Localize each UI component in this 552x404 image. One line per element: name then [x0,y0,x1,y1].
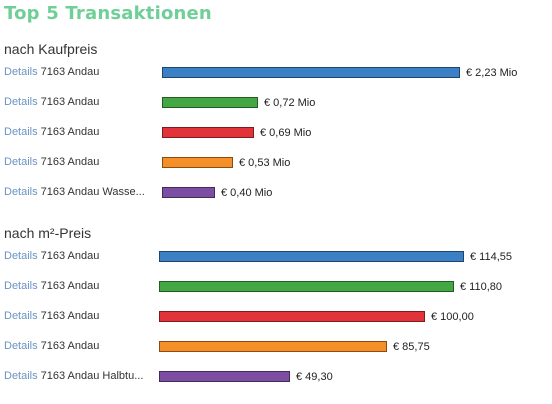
category-label: 7163 Andau [40,310,100,322]
row-label-kaufpreis-2: Details 7163 Andau [4,96,99,108]
details-link[interactable]: Details [4,310,38,322]
bar-value-label: € 0,40 Mio [221,187,273,199]
bar-m2-preis-2 [159,281,454,292]
bar-value-label: € 2,23 Mio [466,67,518,79]
bar-m2-preis-5 [159,371,290,382]
details-link[interactable]: Details [4,126,38,138]
category-label: 7163 Andau [40,96,100,108]
bar-value-label: € 49,30 [296,371,333,383]
category-label: 7163 Andau Halbtu... [40,370,144,382]
category-label: 7163 Andau [40,250,100,262]
bar-m2-preis-1 [159,251,464,262]
details-link[interactable]: Details [4,66,38,78]
category-label: 7163 Andau [40,66,100,78]
category-label: 7163 Andau [40,280,100,292]
bar-value-label: € 110,80 [460,281,503,293]
details-link[interactable]: Details [4,186,38,198]
bar-kaufpreis-1 [162,67,460,78]
bar-value-label: € 85,75 [393,341,430,353]
bar-value-label: € 100,00 [431,311,474,323]
bar-value-label: € 114,55 [470,251,513,263]
category-label: 7163 Andau [40,126,100,138]
row-label-m2-preis-5: Details 7163 Andau Halbtu... [4,370,143,382]
row-label-m2-preis-3: Details 7163 Andau [4,310,99,322]
category-label: 7163 Andau [40,156,100,168]
details-link[interactable]: Details [4,280,38,292]
details-link[interactable]: Details [4,340,38,352]
details-link[interactable]: Details [4,370,38,382]
page-title: Top 5 Transaktionen [4,3,212,24]
row-label-kaufpreis-3: Details 7163 Andau [4,126,99,138]
row-label-kaufpreis-4: Details 7163 Andau [4,156,99,168]
section-title-kaufpreis: nach Kaufpreis [4,41,98,57]
bar-value-label: € 0,53 Mio [239,157,291,169]
bar-kaufpreis-2 [162,97,258,108]
row-label-kaufpreis-5: Details 7163 Andau Wasse... [4,186,145,198]
category-label: 7163 Andau Wasse... [40,186,145,198]
bar-value-label: € 0,69 Mio [260,127,312,139]
row-label-m2-preis-1: Details 7163 Andau [4,250,99,262]
details-link[interactable]: Details [4,156,38,168]
row-label-m2-preis-2: Details 7163 Andau [4,280,99,292]
row-label-kaufpreis-1: Details 7163 Andau [4,66,99,78]
bar-m2-preis-4 [159,341,387,352]
category-label: 7163 Andau [40,340,100,352]
bar-value-label: € 0,72 Mio [264,97,316,109]
bar-kaufpreis-3 [162,127,254,138]
bar-kaufpreis-4 [162,157,233,168]
bar-kaufpreis-5 [162,187,215,198]
row-label-m2-preis-4: Details 7163 Andau [4,340,99,352]
bar-m2-preis-3 [159,311,425,322]
section-title-m2-preis: nach m²-Preis [4,225,92,241]
details-link[interactable]: Details [4,250,38,262]
details-link[interactable]: Details [4,96,38,108]
